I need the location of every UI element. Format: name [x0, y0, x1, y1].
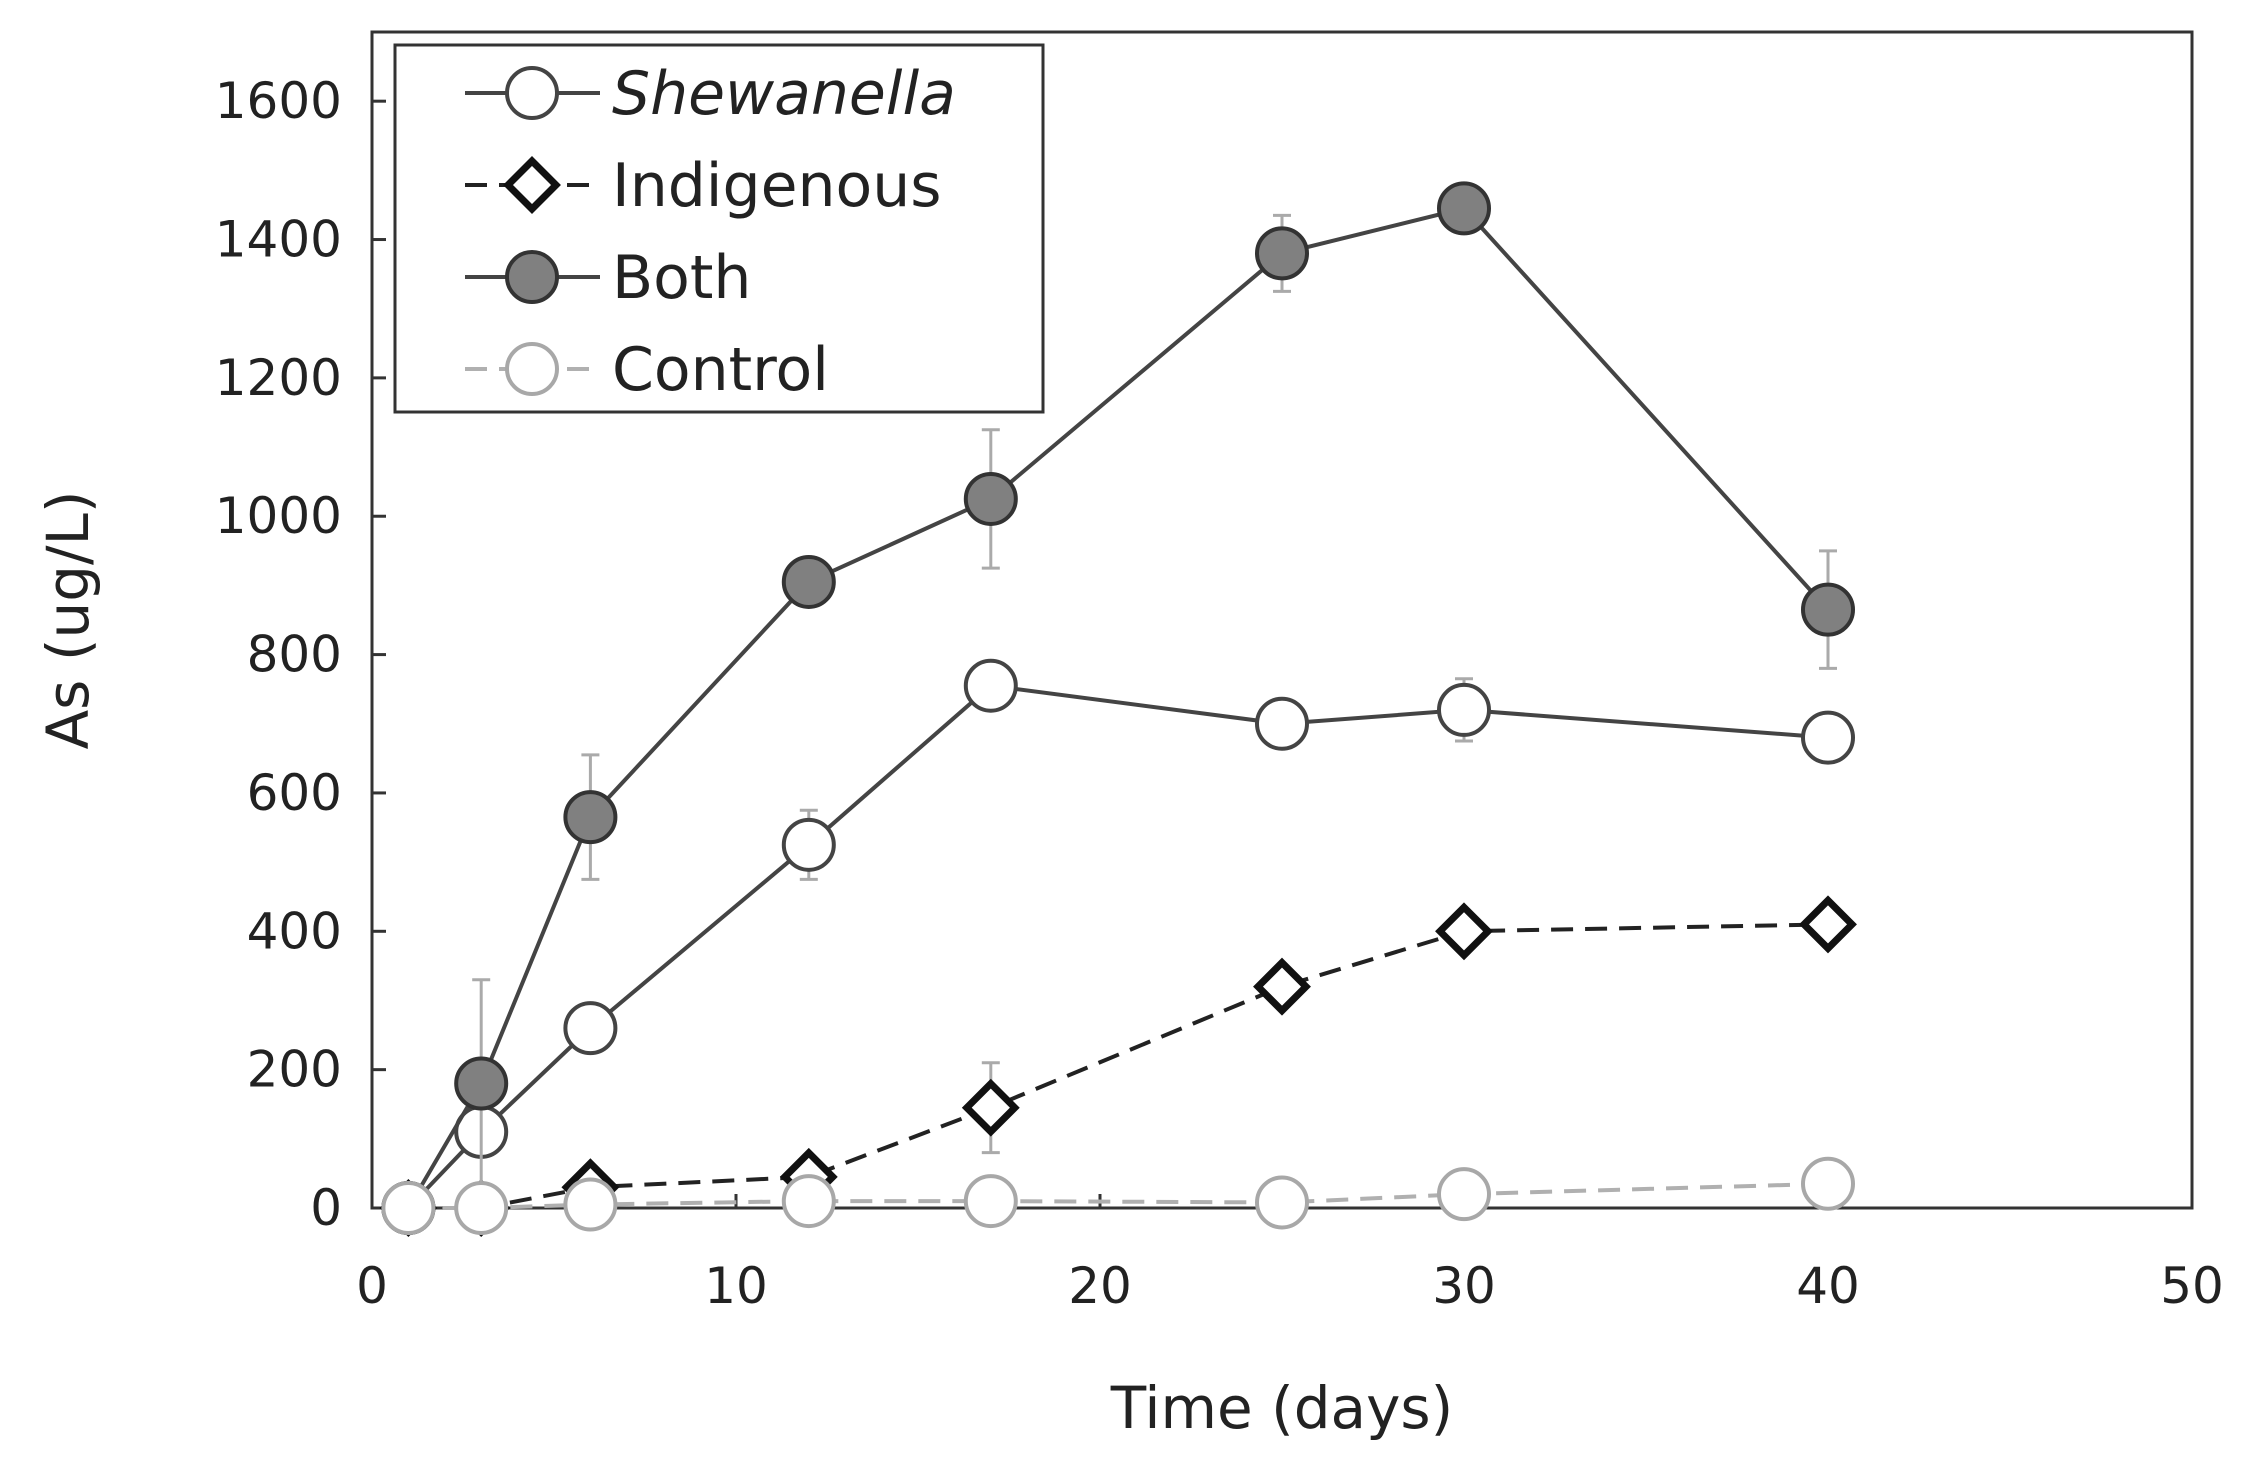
x-axis-title: Time (days) [1110, 1374, 1454, 1442]
x-tick-label: 20 [1068, 1257, 1132, 1315]
y-tick-label: 1400 [215, 211, 342, 269]
data-point-indigenous [1799, 895, 1857, 954]
data-point-shewanella [781, 817, 836, 872]
legend-item-control: Control [465, 335, 829, 405]
data-point-shewanella [1801, 710, 1855, 765]
data-point-both [454, 1056, 509, 1111]
y-tick-label: 800 [247, 626, 342, 684]
y-tick-label: 600 [247, 764, 342, 822]
data-point-indigenous [1435, 902, 1493, 961]
legend-label: Both [612, 243, 751, 313]
data-point-both [563, 790, 618, 845]
series-line-control [408, 1181, 1829, 1210]
series-line-both [406, 206, 1830, 1210]
series-line-indigenous [408, 922, 1829, 1210]
data-point-shewanella [1437, 682, 1491, 737]
legend-label: Control [612, 335, 829, 405]
data-point-both [781, 554, 836, 609]
data-point-control [963, 1174, 1018, 1229]
x-tick-label: 0 [356, 1257, 388, 1315]
data-point-shewanella [563, 1001, 618, 1056]
y-tick-label: 200 [247, 1041, 342, 1099]
data-point-both [963, 471, 1018, 526]
x-tick-label: 30 [1432, 1257, 1496, 1315]
data-point-control [381, 1181, 436, 1235]
y-axis-title: As (ug/L) [34, 490, 102, 749]
data-point-both [1255, 226, 1309, 281]
legend-swatch-marker [505, 250, 559, 304]
legend-item-indigenous: Indigenous [465, 151, 942, 221]
data-point-control [454, 1181, 509, 1235]
plot-area: 0 10 20 30 40 50 0 200 400 600 800 1000 1200 1400 1600 [215, 30, 2224, 1315]
y-tick-label: 0 [310, 1179, 342, 1237]
data-point-control [1437, 1167, 1491, 1222]
data-point-control [781, 1174, 836, 1229]
legend: Shewanella Indigenous Both Control [393, 43, 1045, 414]
data-point-indigenous [961, 1078, 1020, 1137]
data-point-indigenous [1253, 957, 1311, 1016]
legend-label: Shewanella [612, 59, 956, 129]
data-point-shewanella [1255, 696, 1309, 751]
series-control [381, 1156, 1855, 1235]
x-tick-label: 50 [2160, 1257, 2224, 1315]
y-tick-label: 1000 [215, 487, 342, 545]
data-point-shewanella [963, 658, 1018, 713]
legend-item-shewanella: Shewanella [465, 59, 956, 129]
x-tick-label: 10 [704, 1257, 768, 1315]
legend-box [393, 43, 1045, 414]
series-shewanella [381, 658, 1855, 1235]
data-point-control [1255, 1175, 1309, 1230]
legend-swatch-marker [505, 342, 559, 396]
data-point-control [563, 1177, 618, 1232]
legend-label: Indigenous [612, 151, 942, 221]
y-tick-label: 1200 [215, 349, 342, 407]
data-point-both [1801, 582, 1855, 637]
x-tick-label: 40 [1796, 1257, 1860, 1315]
legend-swatch-marker [503, 156, 561, 214]
legend-swatch-marker [505, 66, 559, 120]
series-line-shewanella [406, 683, 1829, 1210]
legend-item-both: Both [465, 243, 751, 313]
data-point-both [1437, 181, 1491, 236]
y-tick-label: 1600 [215, 72, 342, 130]
y-tick-label: 400 [247, 902, 342, 960]
data-point-control [1801, 1156, 1855, 1211]
